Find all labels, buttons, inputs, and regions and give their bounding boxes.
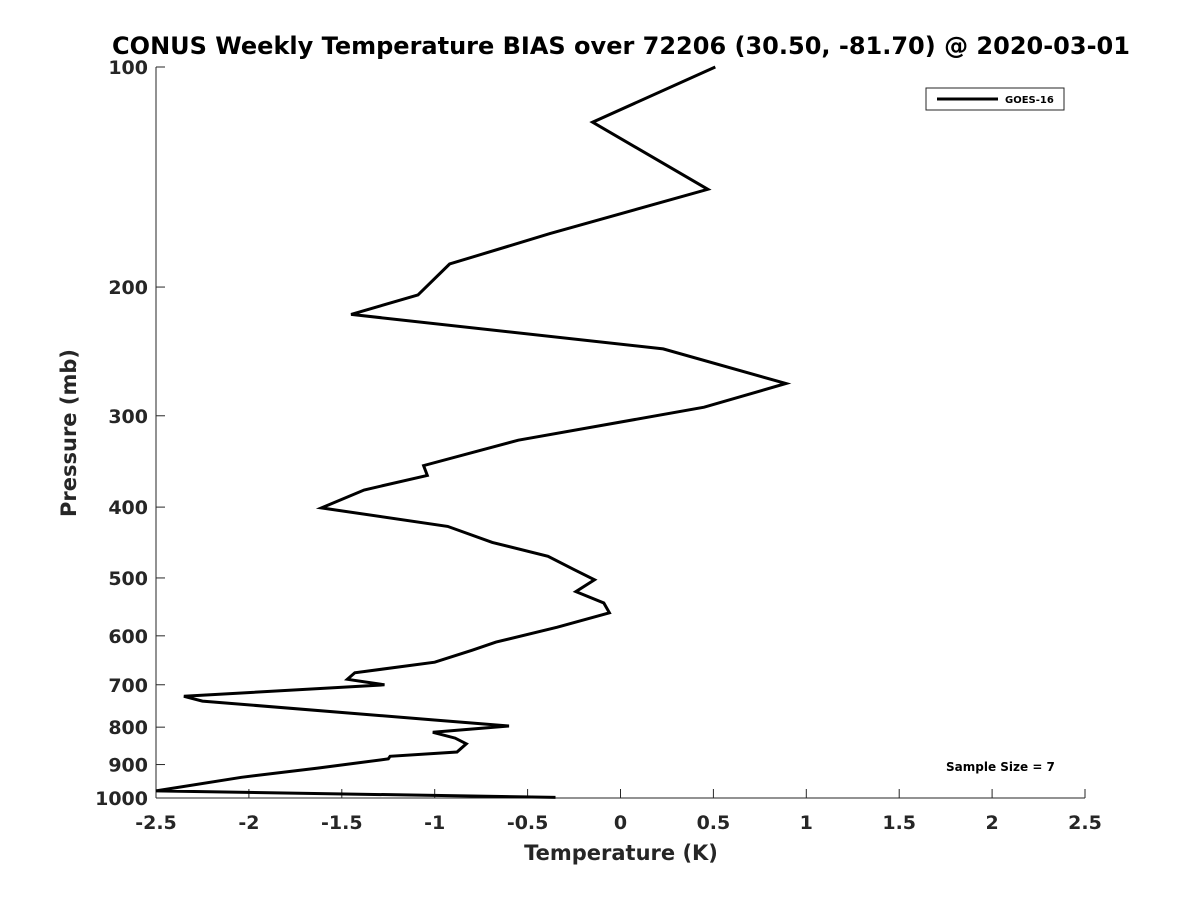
y-tick-label: 400 <box>108 497 148 519</box>
x-tick-label: 2.5 <box>1068 812 1102 834</box>
x-tick-label: -1 <box>424 812 445 834</box>
y-tick-label: 900 <box>108 755 148 777</box>
x-tick-label: 1.5 <box>882 812 916 834</box>
x-tick-label: 1 <box>800 812 813 834</box>
plot-area <box>156 67 1085 798</box>
legend-entry-goes-16: GOES-16 <box>1005 95 1054 106</box>
sample-size-annotation: Sample Size = 7 <box>946 760 1055 774</box>
series-layer <box>155 65 792 799</box>
x-axis-label: Temperature (K) <box>524 841 718 865</box>
y-tick-label: 200 <box>108 277 148 299</box>
y-axis-label: Pressure (mb) <box>57 349 81 517</box>
legend: GOES-16 <box>925 87 1065 111</box>
y-tick-label: 600 <box>108 626 148 648</box>
y-tick-label: 700 <box>108 675 148 697</box>
y-tick-label: 300 <box>108 406 148 428</box>
x-axis-ticks: -2.5 -2 -1.5 -1 -0.5 0 0.5 1 1.5 2 2.5 <box>135 789 1102 834</box>
x-tick-label: -2 <box>238 812 259 834</box>
y-tick-label: 1000 <box>95 788 148 810</box>
y-tick-label: 100 <box>108 57 148 79</box>
series-line-goes-16 <box>155 65 792 799</box>
x-tick-label: 0 <box>614 812 627 834</box>
x-tick-label: -2.5 <box>135 812 177 834</box>
y-axis-ticks: 100 200 300 400 500 600 700 800 900 1000 <box>95 57 165 810</box>
chart-title: CONUS Weekly Temperature BIAS over 72206… <box>112 32 1130 60</box>
y-tick-label: 800 <box>108 717 148 739</box>
y-tick-label: 500 <box>108 568 148 590</box>
x-tick-label: 2 <box>985 812 998 834</box>
x-tick-label: 0.5 <box>697 812 731 834</box>
x-tick-label: -0.5 <box>507 812 549 834</box>
x-tick-label: -1.5 <box>321 812 363 834</box>
